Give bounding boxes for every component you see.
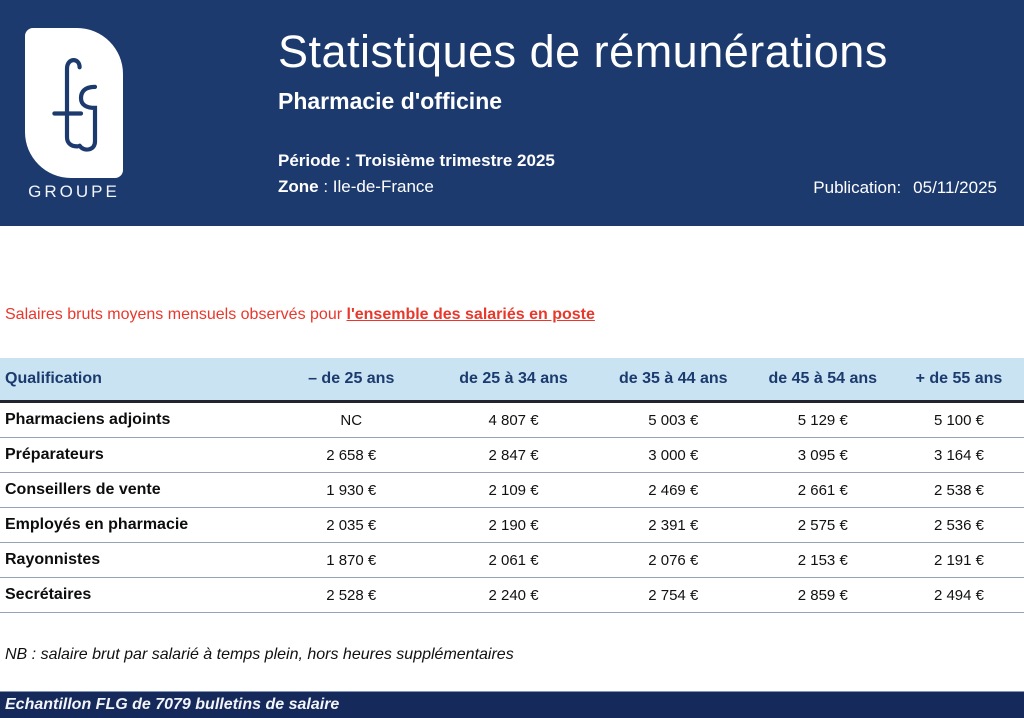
cell-value: 2 153 €	[751, 542, 894, 578]
publication-label: Publication:	[813, 178, 902, 197]
col-header-under-25: – de 25 ans	[270, 358, 433, 403]
cell-value: 5 129 €	[751, 401, 894, 438]
zone-line: Zone : Ile-de-France	[278, 177, 434, 197]
row-label: Pharmaciens adjoints	[0, 401, 271, 438]
page-subtitle: Pharmacie d'officine	[278, 88, 503, 115]
col-header-over-55: + de 55 ans	[893, 358, 1024, 403]
period-line: Période : Troisième trimestre 2025	[278, 151, 555, 170]
intro-sentence: Salaires bruts moyens mensuels observés …	[5, 306, 595, 324]
cell-value: 2 391 €	[594, 507, 752, 543]
cell-value: 2 061 €	[432, 542, 595, 578]
row-label: Rayonnistes	[0, 542, 271, 578]
cell-value: NC	[270, 401, 433, 438]
row-label: Employés en pharmacie	[0, 507, 271, 543]
sample-size-text: Echantillon FLG de 7079 bulletins de sal…	[5, 696, 340, 713]
table-row: Conseillers de vente 1 930 € 2 109 € 2 4…	[0, 472, 1024, 508]
cell-value: 2 109 €	[432, 472, 595, 508]
page-title: Statistiques de rémunérations	[278, 26, 888, 77]
cell-value: 2 847 €	[432, 437, 595, 473]
cell-value: 5 003 €	[594, 401, 752, 438]
cell-value: 2 538 €	[893, 472, 1024, 508]
col-header-45-54: de 45 à 54 ans	[751, 358, 894, 403]
footer-bar: Echantillon FLG de 7079 bulletins de sal…	[0, 691, 1024, 718]
flg-logo	[25, 28, 123, 178]
cell-value: 1 930 €	[270, 472, 433, 508]
intro-prefix: Salaires bruts moyens mensuels observés …	[5, 306, 347, 323]
table-row: Préparateurs 2 658 € 2 847 € 3 000 € 3 0…	[0, 437, 1024, 473]
publication-date: 05/11/2025	[913, 178, 997, 197]
row-label: Conseillers de vente	[0, 472, 271, 508]
cell-value: 2 661 €	[751, 472, 894, 508]
logo-caption: GROUPE	[28, 182, 120, 201]
table-row: Rayonnistes 1 870 € 2 061 € 2 076 € 2 15…	[0, 542, 1024, 578]
cell-value: 2 190 €	[432, 507, 595, 543]
cell-value: 3 000 €	[594, 437, 752, 473]
cell-value: 4 807 €	[432, 401, 595, 438]
col-header-25-34: de 25 à 34 ans	[432, 358, 595, 403]
cell-value: 2 575 €	[751, 507, 894, 543]
cell-value: 2 528 €	[270, 577, 433, 613]
cell-value: 3 095 €	[751, 437, 894, 473]
row-label: Secrétaires	[0, 577, 271, 613]
cell-value: 2 859 €	[751, 577, 894, 613]
cell-value: 3 164 €	[893, 437, 1024, 473]
cell-value: 2 035 €	[270, 507, 433, 543]
cell-value: 2 494 €	[893, 577, 1024, 613]
col-header-qualification: Qualification	[0, 358, 271, 403]
footnote: NB : salaire brut par salarié à temps pl…	[5, 646, 514, 663]
cell-value: 2 191 €	[893, 542, 1024, 578]
zone-label: Zone	[278, 177, 319, 196]
table-row: Pharmaciens adjoints NC 4 807 € 5 003 € …	[0, 401, 1024, 438]
salary-table: Qualification – de 25 ans de 25 à 34 ans…	[0, 358, 1024, 613]
cell-value: 2 536 €	[893, 507, 1024, 543]
publication-line: Publication: 05/11/2025	[813, 178, 997, 198]
row-label: Préparateurs	[0, 437, 271, 473]
cell-value: 2 658 €	[270, 437, 433, 473]
report-header: GROUPE Statistiques de rémunérations Pha…	[0, 0, 1024, 226]
col-header-35-44: de 35 à 44 ans	[594, 358, 752, 403]
cell-value: 5 100 €	[893, 401, 1024, 438]
table-row: Employés en pharmacie 2 035 € 2 190 € 2 …	[0, 507, 1024, 543]
cell-value: 2 240 €	[432, 577, 595, 613]
cell-value: 2 469 €	[594, 472, 752, 508]
intro-emphasis: l'ensemble des salariés en poste	[346, 306, 595, 323]
zone-value: : Ile-de-France	[318, 177, 434, 196]
table-row: Secrétaires 2 528 € 2 240 € 2 754 € 2 85…	[0, 577, 1024, 613]
cell-value: 2 754 €	[594, 577, 752, 613]
table-header-row: Qualification – de 25 ans de 25 à 34 ans…	[0, 358, 1024, 403]
cell-value: 1 870 €	[270, 542, 433, 578]
cell-value: 2 076 €	[594, 542, 752, 578]
